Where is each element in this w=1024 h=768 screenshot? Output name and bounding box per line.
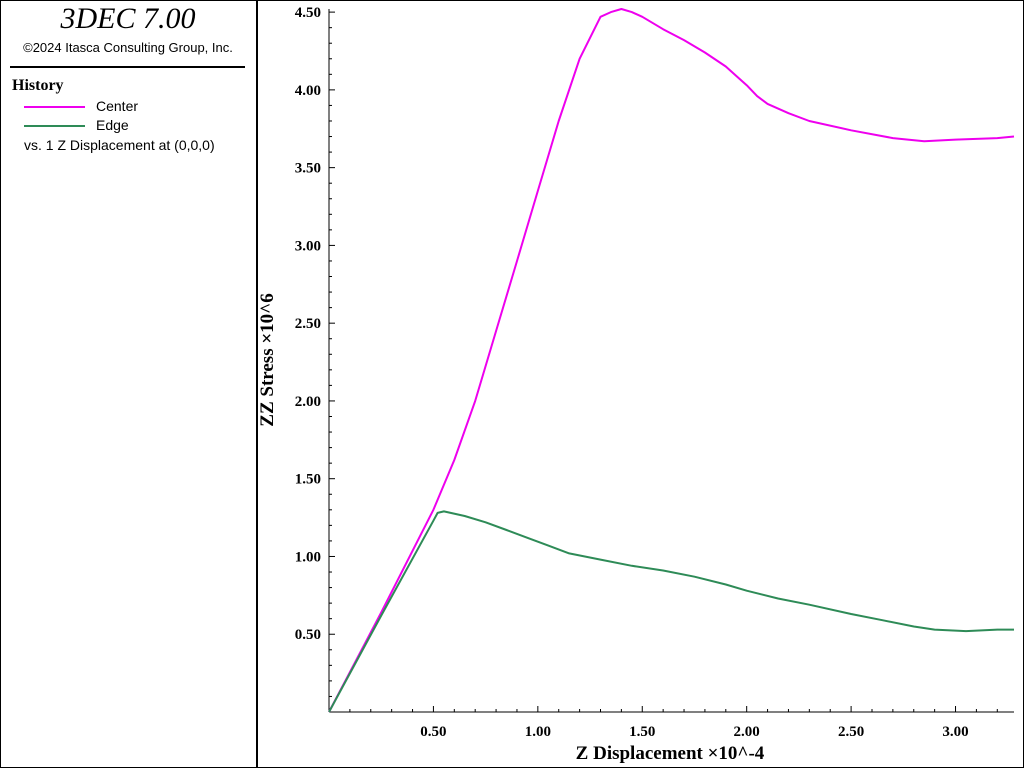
series-line-edge <box>328 510 1014 713</box>
chart-series <box>328 8 1015 713</box>
app-title: 3DEC 7.00 <box>60 2 196 35</box>
legend-heading: History <box>12 77 64 94</box>
y-tick-label: 4.00 <box>295 83 321 99</box>
x-tick-label: 1.00 <box>525 724 551 740</box>
chart-axes: 0.50 1.00 1.50 2.00 2.50 3.00 0.50 1.00 1.50 2.00… <box>295 5 1014 740</box>
x-tick-label: 1.50 <box>629 724 655 740</box>
legend-label-center: Center <box>96 98 139 114</box>
y-tick-label: 1.00 <box>295 549 321 565</box>
y-tick-label: 3.00 <box>295 238 321 254</box>
y-tick-label: 4.50 <box>295 5 321 21</box>
y-tick-label: 2.50 <box>295 316 321 332</box>
x-tick-label: 3.00 <box>942 724 968 740</box>
header-rule <box>10 66 245 68</box>
x-tick-label: 2.00 <box>734 724 760 740</box>
y-tick-label: 3.50 <box>295 161 321 177</box>
y-tick-label: 0.50 <box>295 627 321 643</box>
x-tick-label: 0.50 <box>420 724 446 740</box>
panel-divider <box>256 0 258 768</box>
legend-swatch-center <box>24 106 85 108</box>
legend-swatch-edge <box>24 125 85 127</box>
x-tick-label: 2.50 <box>838 724 864 740</box>
y-tick-label: 1.50 <box>295 472 321 488</box>
copyright-text: ©2024 Itasca Consulting Group, Inc. <box>23 40 233 55</box>
legend-label-edge: Edge <box>96 117 129 133</box>
legend-subtitle: vs. 1 Z Displacement at (0,0,0) <box>24 137 215 153</box>
y-tick-label: 2.00 <box>295 394 321 410</box>
x-axis-title: Z Displacement ×10^-4 <box>576 743 765 764</box>
series-line-center <box>328 8 1015 713</box>
y-axis-title: ZZ Stress ×10^6 <box>257 293 278 426</box>
